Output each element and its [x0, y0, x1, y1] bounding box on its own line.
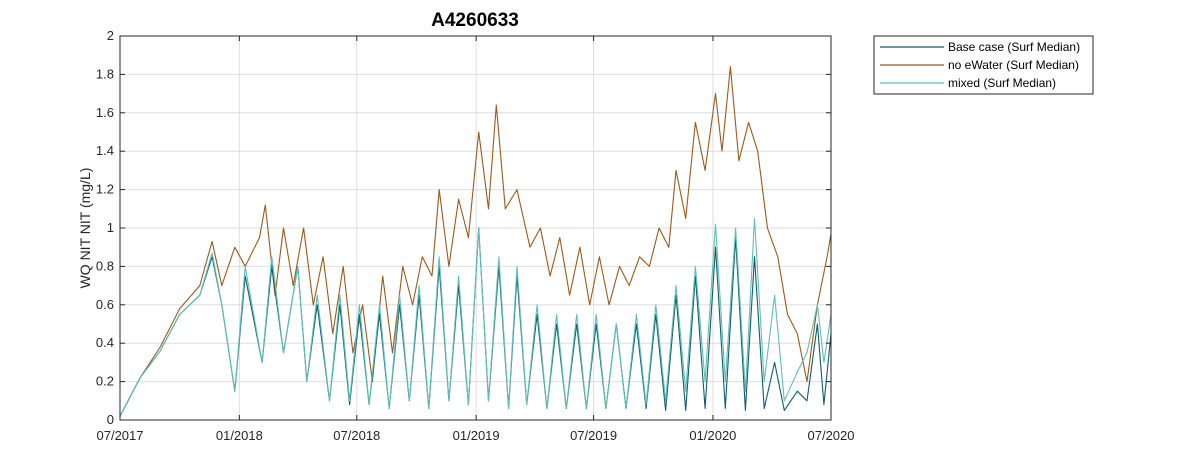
- series-line-0: [119, 227, 832, 417]
- y-tick-label: 0: [107, 412, 114, 427]
- legend-entry-0: Base case (Surf Median): [948, 40, 1080, 54]
- y-tick-label: 1: [107, 220, 114, 235]
- x-tick-label: 07/2017: [97, 428, 144, 443]
- y-tick-label: 1.6: [96, 105, 114, 120]
- y-tick-label: 1.8: [96, 66, 114, 81]
- x-tick-label: 07/2018: [333, 428, 380, 443]
- y-tick-label: 1.4: [96, 143, 114, 158]
- series-line-2: [119, 217, 832, 417]
- series-lines: [119, 66, 832, 417]
- legend-entry-1: no eWater (Surf Median): [948, 58, 1079, 72]
- legend: Base case (Surf Median) no eWater (Surf M…: [873, 35, 1094, 95]
- axis-ticks: 0 0.2 0.4 0.6 0.8 1 1.2 1.4 1.6 1.8 2 07/2017 01/201…: [96, 28, 855, 443]
- x-tick-label: 01/2018: [216, 428, 263, 443]
- y-tick-label: 2: [107, 28, 114, 43]
- series-line-1: [119, 66, 832, 417]
- y-tick-label: 0.6: [96, 297, 114, 312]
- x-tick-label: 07/2020: [808, 428, 855, 443]
- x-tick-label: 01/2019: [453, 428, 500, 443]
- y-tick-label: 0.4: [96, 335, 114, 350]
- y-tick-label: 0.8: [96, 258, 114, 273]
- x-tick-label: 07/2019: [570, 428, 617, 443]
- y-axis-label: WQ NIT NIT (mg/L): [77, 168, 93, 289]
- y-tick-label: 1.2: [96, 182, 114, 197]
- legend-entry-2: mixed (Surf Median): [948, 76, 1056, 90]
- x-tick-label: 01/2020: [689, 428, 736, 443]
- chart-title: A4260633: [431, 10, 519, 31]
- y-tick-label: 0.2: [96, 374, 114, 389]
